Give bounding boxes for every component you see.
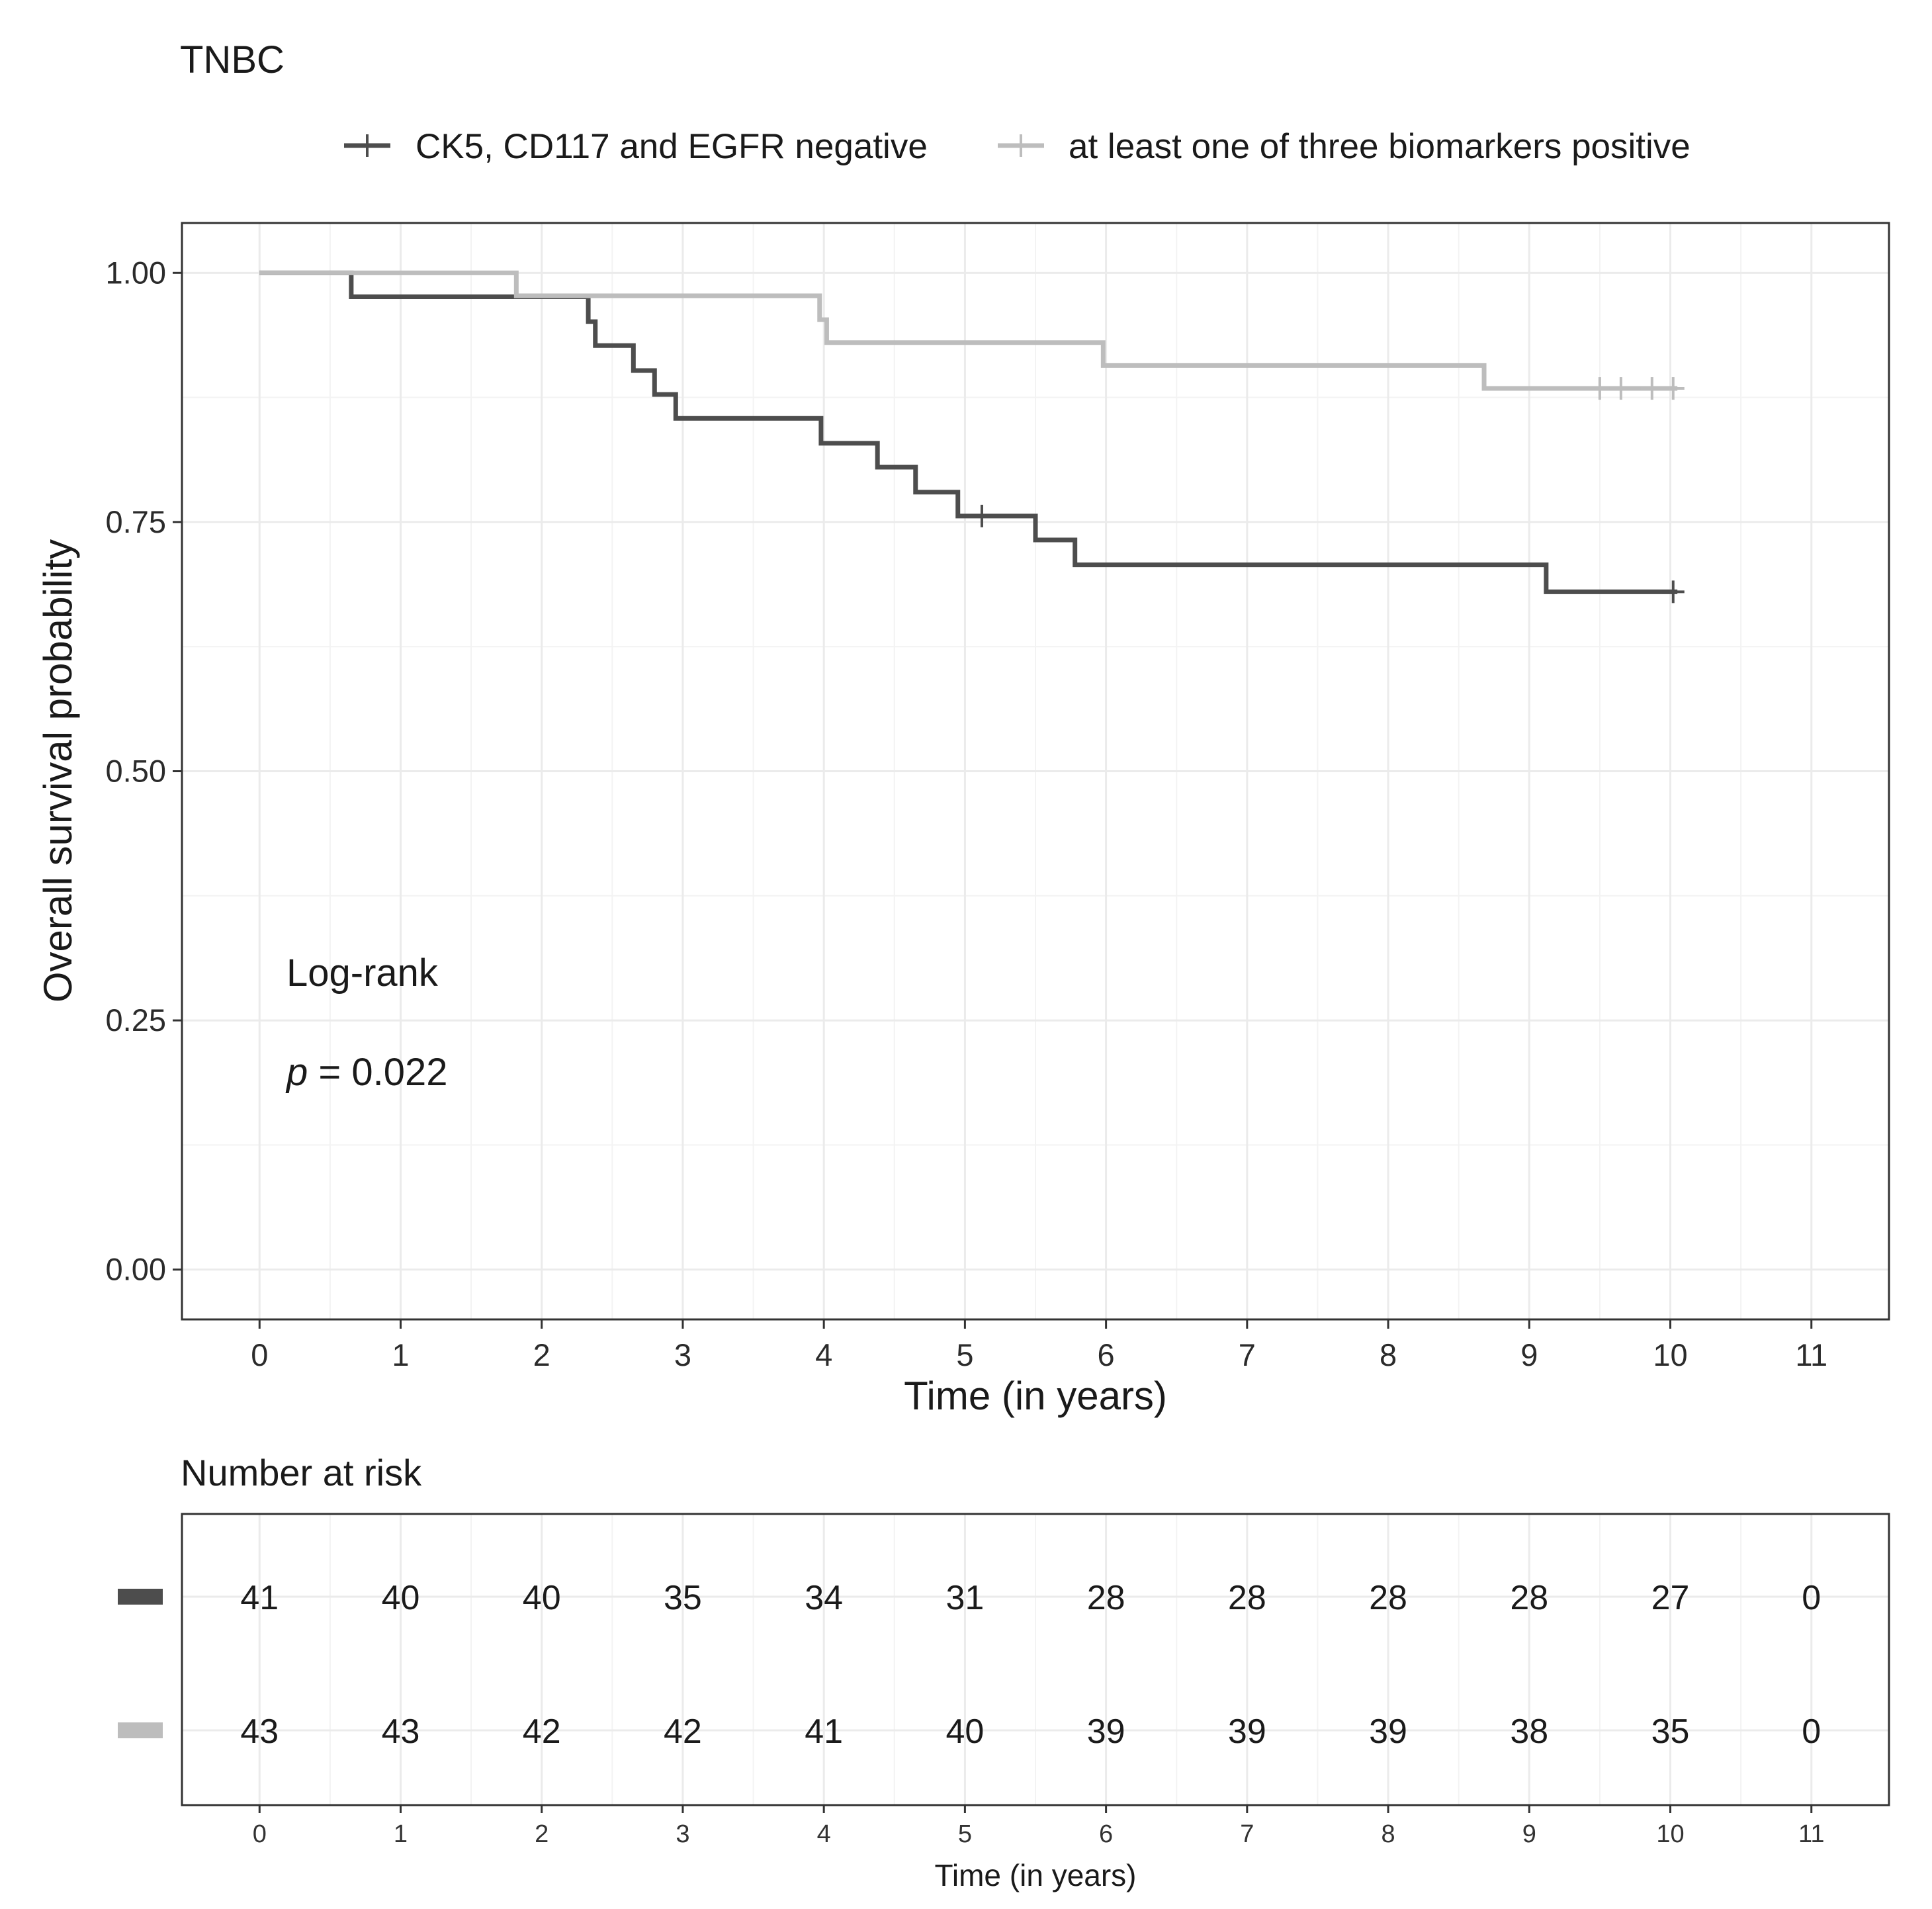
risk-x-tick-label: 10 <box>1656 1820 1684 1848</box>
risk-count: 41 <box>805 1712 843 1751</box>
legend-label-1: CK5, CD117 and EGFR negative <box>416 127 928 166</box>
risk-count: 28 <box>1228 1579 1266 1617</box>
risk-x-tick-label: 8 <box>1381 1820 1395 1848</box>
risk-count: 39 <box>1369 1712 1407 1751</box>
risk-x-tick-label: 11 <box>1798 1820 1824 1848</box>
risk-count: 40 <box>945 1712 984 1751</box>
risk-count: 0 <box>1802 1579 1821 1617</box>
x-tick-label: 11 <box>1795 1337 1827 1372</box>
risk-x-tick-label: 0 <box>253 1820 267 1848</box>
legend-key-2 <box>998 134 1044 157</box>
y-axis-title: Overall survival probability <box>36 539 80 1002</box>
x-tick-label: 3 <box>674 1337 691 1372</box>
risk-count: 27 <box>1651 1579 1690 1617</box>
risk-row-key-2 <box>118 1722 163 1738</box>
risk-count: 40 <box>382 1579 420 1617</box>
x-tick-label: 6 <box>1098 1337 1115 1372</box>
legend-label-2: at least one of three biomarkers positiv… <box>1069 127 1690 166</box>
risk-count: 38 <box>1510 1712 1548 1751</box>
risk-count: 42 <box>664 1712 702 1751</box>
risk-count: 43 <box>240 1712 279 1751</box>
x-tick-label: 8 <box>1380 1337 1397 1372</box>
risk-table-rows: 41 40 40 35 34 31 28 28 28 28 27 0 43 43 42 42 41 40 39 39 3… <box>118 1579 1821 1751</box>
risk-x-tick-label: 9 <box>1522 1820 1536 1848</box>
main-axes: 0 1 2 3 4 5 6 7 8 9 10 11 0.00 0.25 0.50 0.75 1.00 <box>106 255 1828 1372</box>
chart-title: TNBC <box>180 38 285 81</box>
censor-mark-2 <box>1609 377 1632 400</box>
x-tick-label: 5 <box>956 1337 973 1372</box>
legend: CK5, CD117 and EGFR negative at least one… <box>344 127 1690 166</box>
risk-count: 41 <box>240 1579 279 1617</box>
x-tick-label: 1 <box>392 1337 409 1372</box>
risk-x-tick-label: 2 <box>535 1820 549 1848</box>
y-tick-label: 0.75 <box>106 504 166 539</box>
y-tick-label: 0.50 <box>106 754 166 789</box>
risk-count: 31 <box>945 1579 984 1617</box>
risk-count: 34 <box>805 1579 843 1617</box>
risk-count: 35 <box>664 1579 702 1617</box>
risk-table-x-axis-title: Time (in years) <box>935 1858 1137 1892</box>
censor-mark-2 <box>1640 377 1663 400</box>
x-tick-label: 10 <box>1653 1337 1687 1372</box>
risk-count: 0 <box>1802 1712 1821 1751</box>
risk-count: 35 <box>1651 1712 1690 1751</box>
p-value-label: p = 0.022 <box>285 1051 448 1094</box>
legend-key-1 <box>344 134 390 157</box>
risk-table-title: Number at risk <box>181 1452 422 1493</box>
risk-x-tick-label: 6 <box>1099 1820 1113 1848</box>
x-tick-label: 2 <box>533 1337 550 1372</box>
risk-x-tick-label: 1 <box>394 1820 408 1848</box>
risk-table-grid <box>182 1514 1889 1805</box>
risk-count: 28 <box>1087 1579 1125 1617</box>
risk-count: 42 <box>523 1712 561 1751</box>
risk-row-key-1 <box>118 1589 163 1605</box>
risk-count: 39 <box>1228 1712 1266 1751</box>
risk-x-tick-label: 7 <box>1240 1820 1254 1848</box>
x-tick-label: 0 <box>251 1337 268 1372</box>
risk-x-tick-label: 5 <box>958 1820 972 1848</box>
x-axis-title: Time (in years) <box>904 1374 1167 1418</box>
risk-x-tick-label: 4 <box>817 1820 831 1848</box>
x-tick-label: 9 <box>1520 1337 1538 1372</box>
main-grid <box>182 223 1889 1319</box>
main-series <box>259 270 1685 603</box>
risk-x-tick-label: 3 <box>676 1820 689 1848</box>
x-tick-label: 4 <box>815 1337 832 1372</box>
risk-count: 28 <box>1369 1579 1407 1617</box>
risk-count: 28 <box>1510 1579 1548 1617</box>
risk-count: 40 <box>523 1579 561 1617</box>
y-tick-label: 1.00 <box>106 255 166 290</box>
risk-table-axis: 0 1 2 3 4 5 6 7 8 9 10 11 <box>253 1805 1824 1848</box>
censor-mark-1 <box>1661 580 1685 603</box>
risk-count: 39 <box>1087 1712 1125 1751</box>
survival-curve-2 <box>259 270 1678 391</box>
y-tick-label: 0.25 <box>106 1002 166 1038</box>
y-tick-label: 0.00 <box>106 1252 166 1287</box>
risk-count: 43 <box>382 1712 420 1751</box>
survival-curve-1 <box>259 270 1678 594</box>
censor-mark-2 <box>1588 377 1611 400</box>
censor-mark-2 <box>1661 377 1685 400</box>
logrank-label: Log-rank <box>286 952 439 995</box>
x-tick-label: 7 <box>1239 1337 1256 1372</box>
risk-table-border <box>181 1513 1890 1806</box>
censor-mark-1 <box>970 504 993 527</box>
